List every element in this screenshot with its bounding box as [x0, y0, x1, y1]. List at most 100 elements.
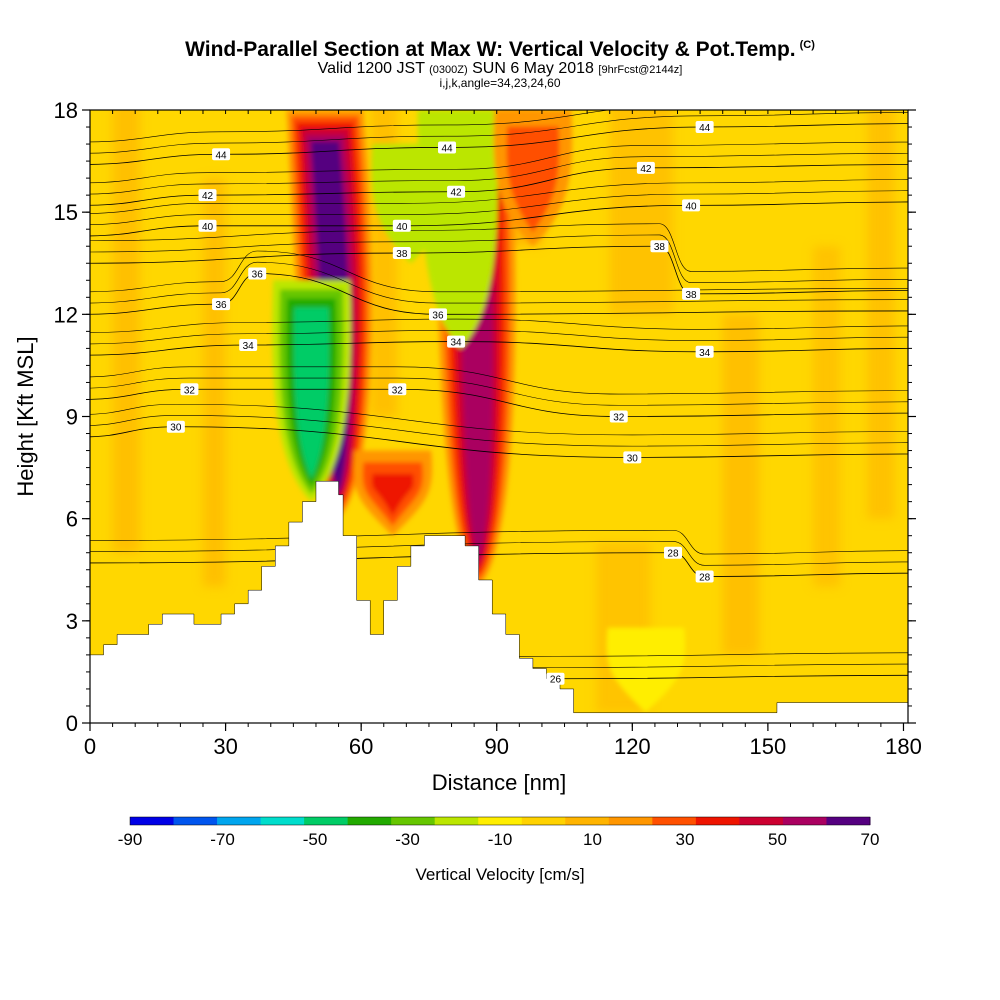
- velocity-band-4-0: [371, 144, 451, 264]
- theta-contour-32: [90, 388, 908, 417]
- theta-label-bg: [682, 199, 701, 212]
- theta-label-bg: [438, 141, 457, 154]
- velocity-band-7-1: [506, 126, 560, 233]
- theta-label-26-0: 26: [546, 672, 565, 686]
- theta-label-bg: [695, 570, 714, 583]
- theta-label-28-1: 28: [695, 570, 714, 584]
- x-tick-label-3: 90: [484, 734, 508, 759]
- colorbar-tick-label-8: 70: [861, 830, 880, 849]
- field-band-1: [202, 178, 226, 587]
- theta-contour-36: [90, 273, 908, 315]
- theta-label-bg: [447, 335, 466, 348]
- theta-contour-minor-44-0: [90, 112, 908, 154]
- colorbar-segment-2: [217, 817, 262, 825]
- theta-label-40-2: 40: [682, 199, 701, 212]
- x-tick-label-4: 120: [614, 734, 651, 759]
- theta-label-text: 44: [699, 123, 711, 134]
- theta-label-38-1: 38: [650, 240, 669, 253]
- forecast-tag: [9hrFcst@2144z]: [598, 64, 683, 76]
- field-band-0: [112, 110, 140, 553]
- theta-contour-minor-38-1: [90, 223, 908, 272]
- velocity-band-1-3: [293, 307, 330, 479]
- theta-label-text: 40: [686, 201, 698, 212]
- theta-contour-minor-44-1: [90, 110, 611, 143]
- theta-label-text: 34: [451, 338, 463, 349]
- theta-label-34-0: 34: [239, 338, 258, 352]
- plot-area: 26 28 28 30 30 32 32 32 34 34 34 36 36 36 38 38 38 40 40 40…: [90, 110, 908, 723]
- theta-label-bg: [695, 121, 714, 134]
- field-band-5: [722, 314, 759, 655]
- colorbar-segment-12: [652, 817, 697, 825]
- y-tick-label-3: 9: [66, 405, 78, 430]
- theta-label-bg: [388, 383, 407, 396]
- terrain-mask: [90, 480, 908, 723]
- colorbar-tick-label-1: -70: [210, 830, 235, 849]
- field-band-7: [867, 110, 895, 519]
- theta-label-36-2: 36: [428, 308, 447, 321]
- indices-line: i,j,k,angle=34,23,24,60: [439, 76, 561, 90]
- theta-contour-minor-34-0: [90, 330, 908, 345]
- theta-label-text: 32: [613, 413, 625, 424]
- colorbar-segment-9: [521, 817, 566, 825]
- theta-label-42-1: 42: [447, 185, 466, 199]
- theta-label-40-1: 40: [392, 219, 411, 233]
- theta-label-bg: [682, 287, 701, 300]
- theta-label-38-2: 38: [682, 287, 701, 301]
- theta-label-42-2: 42: [636, 161, 655, 175]
- theta-contour-minor-30-0: [90, 415, 908, 447]
- valid-utc: (0300Z): [429, 64, 468, 76]
- field-band-6: [813, 246, 841, 587]
- theta-label-bg: [392, 247, 411, 260]
- theta-label-text: 30: [170, 423, 182, 434]
- theta-label-44-2: 44: [695, 121, 714, 134]
- theta-label-text: 36: [215, 300, 227, 311]
- theta-label-bg: [663, 546, 682, 559]
- colorbar-segment-3: [260, 817, 305, 825]
- theta-label-text: 26: [550, 675, 562, 686]
- theta-contour-minor-32-0: [90, 377, 908, 406]
- theta-labels: 26 28 28 30 30 32 32 32 34 34 34 36 36 36 38 38 38 40 40 40…: [166, 121, 714, 686]
- theta-label-bg: [623, 451, 642, 464]
- chart-title: Wind-Parallel Section at Max W: Vertical…: [0, 38, 1000, 62]
- colorbar-tick-label-5: 10: [583, 830, 602, 849]
- theta-label-text: 38: [654, 242, 666, 253]
- theta-label-bg: [239, 338, 258, 351]
- colorbar-segment-6: [391, 817, 436, 825]
- x-tick-label-2: 60: [349, 734, 373, 759]
- colorbar-tick-label-4: -10: [488, 830, 513, 849]
- theta-label-30-1: 30: [623, 451, 642, 464]
- theta-label-32-2: 32: [609, 410, 628, 424]
- x-tick-label-6: 180: [885, 734, 922, 759]
- colorbar-segment-16: [826, 817, 871, 825]
- theta-label-text: 30: [627, 453, 639, 464]
- theta-label-text: 28: [667, 549, 679, 560]
- valid-time-line: Valid 1200 JST (0300Z) SUN 6 May 2018 [9…: [0, 60, 1000, 78]
- theta-label-bg: [609, 410, 628, 423]
- colorbar-segment-1: [173, 817, 218, 825]
- theta-label-34-1: 34: [447, 335, 466, 349]
- theta-label-bg: [198, 189, 217, 202]
- theta-contour-minor-34-1: [90, 318, 908, 333]
- theta-label-text: 36: [432, 310, 444, 321]
- theta-contour-minor-42-0: [90, 152, 908, 195]
- theta-label-bg: [212, 148, 231, 161]
- theta-contour-42: [90, 164, 908, 206]
- colorbar-tick-label-0: -90: [118, 830, 143, 849]
- colorbar-segment-13: [695, 817, 740, 825]
- x-tick-label-5: 150: [750, 734, 787, 759]
- colorbar-segment-11: [608, 817, 653, 825]
- theta-contour-minor-36-0: [90, 261, 908, 304]
- theta-label-bg: [180, 383, 199, 396]
- colorbar-segment-5: [347, 817, 392, 825]
- y-tick-label-6: 18: [54, 98, 78, 123]
- theta-label-bg: [636, 161, 655, 174]
- x-axis-title: Distance [nm]: [432, 770, 567, 795]
- y-tick-label-2: 6: [66, 507, 78, 532]
- theta-label-bg: [212, 298, 231, 311]
- theta-label-44-0: 44: [212, 148, 231, 161]
- colorbar-frame: [129, 816, 871, 826]
- colorbar-tick-label-3: -30: [395, 830, 420, 849]
- colorbar-tick-label-2: -50: [303, 830, 328, 849]
- theta-contour-minor-40-0: [90, 190, 908, 225]
